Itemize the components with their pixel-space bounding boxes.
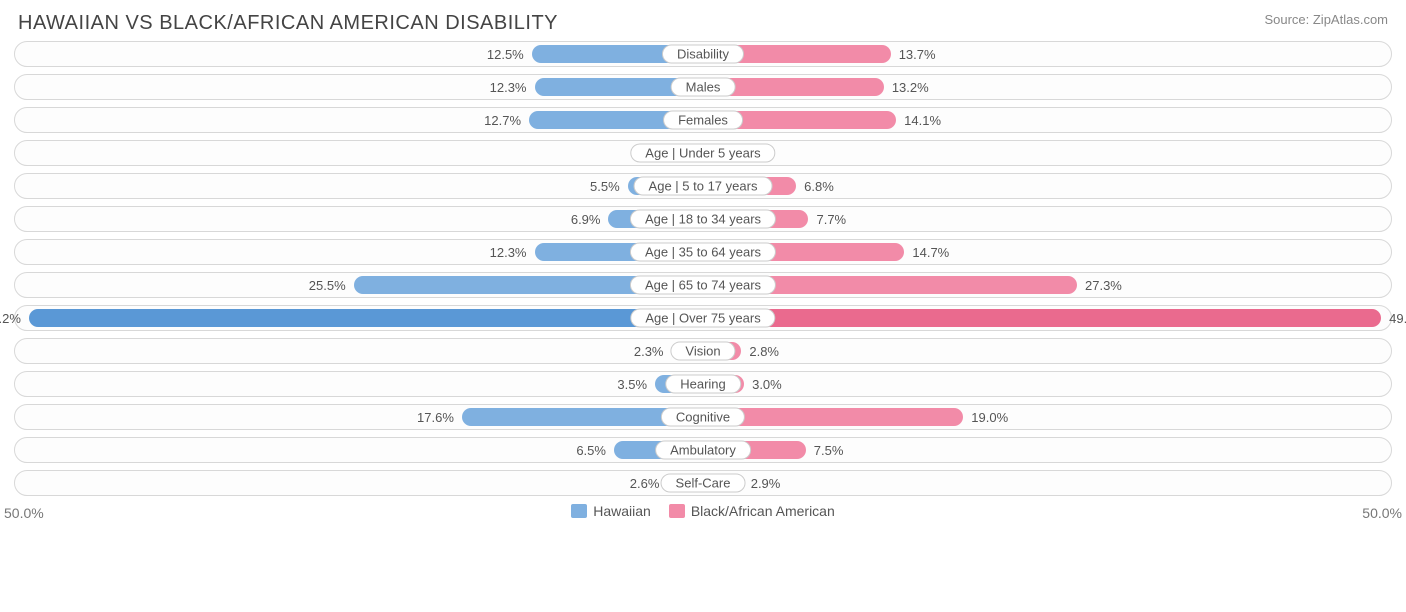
chart-row: 17.6% 19.0% Cognitive <box>14 404 1392 430</box>
value-left: 6.9% <box>571 210 609 230</box>
value-right: 14.7% <box>904 243 949 263</box>
value-right: 3.0% <box>744 375 782 395</box>
value-right: 2.8% <box>741 342 779 362</box>
chart-row: 1.2%1.4%Age | Under 5 years <box>14 140 1392 166</box>
legend-left: Hawaiian <box>571 503 651 519</box>
row-label: Disability <box>662 45 744 64</box>
value-right: 7.5% <box>806 441 844 461</box>
chart-row: 12.5% 13.7% Disability <box>14 41 1392 67</box>
value-right: 19.0% <box>963 408 1008 428</box>
diverging-bar-chart: 12.5% 13.7% Disability 12.3% 13.2% Males 12.7%… <box>0 41 1406 496</box>
chart-row: 25.5% 27.3% Age | 65 to 74 years <box>14 272 1392 298</box>
row-label: Age | 35 to 64 years <box>630 243 776 262</box>
value-left: 25.5% <box>309 276 354 296</box>
value-right: 13.7% <box>891 45 936 65</box>
chart-row: 49.2%49.5%Age | Over 75 years <box>14 305 1392 331</box>
value-left: 12.5% <box>487 45 532 65</box>
value-right: 14.1% <box>896 111 941 131</box>
chart-row: 2.6%2.9%Self-Care <box>14 470 1392 496</box>
legend-left-swatch <box>571 504 587 518</box>
value-left: 2.3% <box>634 342 672 362</box>
row-label: Vision <box>670 342 735 361</box>
value-left: 12.3% <box>490 78 535 98</box>
value-left: 12.3% <box>490 243 535 263</box>
chart-row: 12.3% 14.7% Age | 35 to 64 years <box>14 239 1392 265</box>
row-label: Cognitive <box>661 408 745 427</box>
value-right: 2.9% <box>743 474 781 494</box>
value-right: 49.5% <box>1381 309 1406 329</box>
chart-row: 3.5% 3.0%Hearing <box>14 371 1392 397</box>
bar-right: 49.5% <box>703 309 1381 327</box>
row-label: Ambulatory <box>655 441 751 460</box>
row-label: Females <box>663 111 743 130</box>
chart-row: 5.5% 6.8% Age | 5 to 17 years <box>14 173 1392 199</box>
value-right: 6.8% <box>796 177 834 197</box>
chart-source: Source: ZipAtlas.com <box>1264 12 1388 27</box>
value-right: 27.3% <box>1077 276 1122 296</box>
chart-row: 12.3% 13.2% Males <box>14 74 1392 100</box>
axis-right-max: 50.0% <box>1362 505 1402 521</box>
chart-header: HAWAIIAN VS BLACK/AFRICAN AMERICAN DISAB… <box>0 0 1406 41</box>
row-label: Age | 65 to 74 years <box>630 276 776 295</box>
legend-right-label: Black/African American <box>691 503 835 519</box>
value-right: 13.2% <box>884 78 929 98</box>
value-left: 49.2% <box>0 309 29 329</box>
row-label: Age | 5 to 17 years <box>634 177 773 196</box>
chart-row: 2.3% 2.8% Vision <box>14 338 1392 364</box>
bar-left: 49.2% <box>29 309 703 327</box>
chart-footer: 50.0% Hawaiian Black/African American 50… <box>0 503 1406 519</box>
row-label: Age | 18 to 34 years <box>630 210 776 229</box>
value-left: 3.5% <box>617 375 655 395</box>
legend-right-swatch <box>669 504 685 518</box>
row-label: Hearing <box>665 375 741 394</box>
row-label: Age | Over 75 years <box>630 309 775 328</box>
legend-right: Black/African American <box>669 503 835 519</box>
chart-title: HAWAIIAN VS BLACK/AFRICAN AMERICAN DISAB… <box>18 12 558 35</box>
chart-row: 6.9% 7.7% Age | 18 to 34 years <box>14 206 1392 232</box>
row-label: Self-Care <box>661 474 746 493</box>
value-left: 5.5% <box>590 177 628 197</box>
value-left: 6.5% <box>576 441 614 461</box>
row-label: Males <box>671 78 736 97</box>
legend-left-label: Hawaiian <box>593 503 651 519</box>
chart-row: 12.7% 14.1% Females <box>14 107 1392 133</box>
chart-row: 6.5% 7.5% Ambulatory <box>14 437 1392 463</box>
axis-left-max: 50.0% <box>4 505 44 521</box>
value-left: 12.7% <box>484 111 529 131</box>
row-label: Age | Under 5 years <box>630 144 775 163</box>
value-left: 17.6% <box>417 408 462 428</box>
value-right: 7.7% <box>808 210 846 230</box>
